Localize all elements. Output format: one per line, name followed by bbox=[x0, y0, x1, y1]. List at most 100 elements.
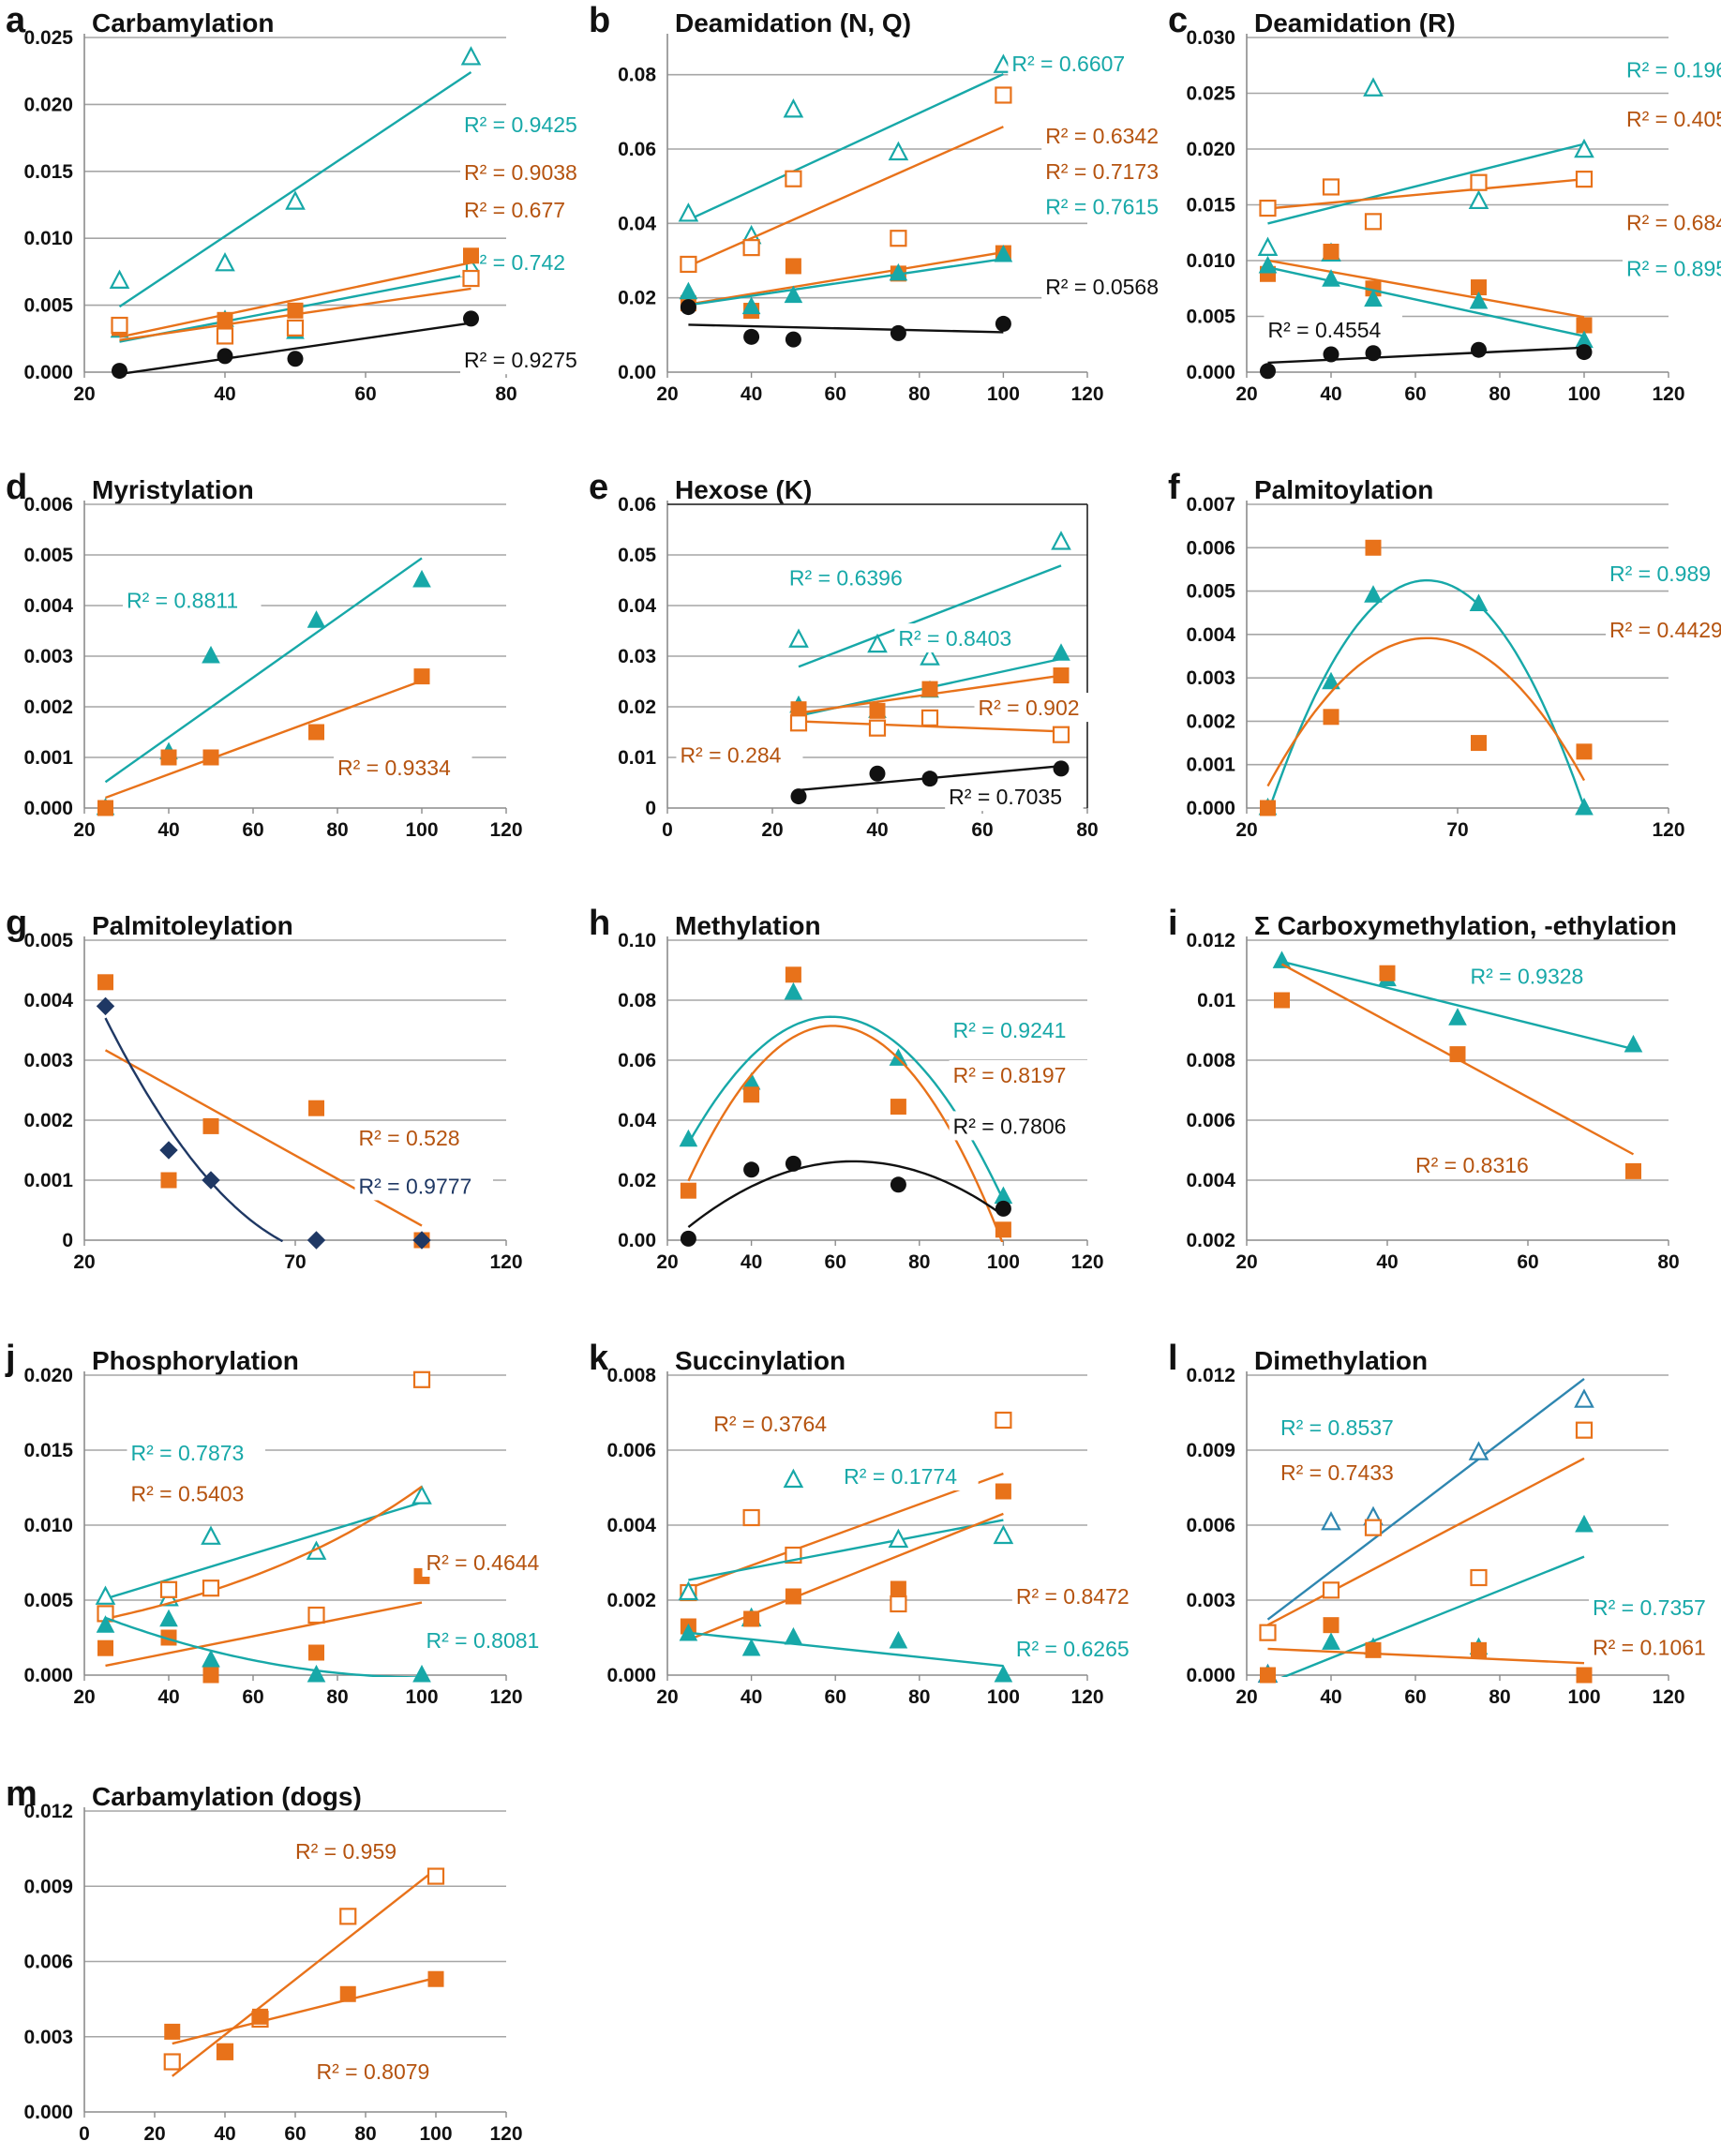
y-tick-label: 0.010 bbox=[23, 228, 73, 249]
x-tick-label: 80 bbox=[908, 1251, 930, 1273]
data-point bbox=[97, 1639, 113, 1656]
r2-label-bg bbox=[1589, 1632, 1721, 1662]
data-point bbox=[743, 1610, 760, 1627]
r2-label-bg bbox=[1041, 271, 1180, 301]
data-point bbox=[679, 281, 698, 300]
x-tick-label: 120 bbox=[489, 819, 522, 841]
x-tick-label: 40 bbox=[741, 383, 762, 405]
r2-label-bg bbox=[785, 562, 924, 592]
panel-letter-a: a bbox=[6, 1, 26, 40]
x-tick-label: 40 bbox=[157, 819, 179, 841]
trendline bbox=[687, 1015, 1005, 1202]
r2-label-bg bbox=[1606, 559, 1721, 589]
y-tick-label: 0.02 bbox=[618, 288, 656, 309]
data-point bbox=[1448, 1008, 1467, 1026]
trendline bbox=[104, 557, 423, 784]
y-tick-label: 0.006 bbox=[1186, 1110, 1235, 1131]
x-tick-label: 40 bbox=[157, 1686, 179, 1708]
trendline bbox=[172, 1868, 437, 2077]
x-tick-label: 40 bbox=[741, 1251, 762, 1273]
data-point bbox=[785, 258, 801, 275]
r2-label: R² = 0.8537 bbox=[1280, 1415, 1394, 1440]
trendline bbox=[1266, 1378, 1585, 1621]
r2-label: R² = 0.7806 bbox=[953, 1114, 1067, 1138]
r2-label: R² = 0.8811 bbox=[127, 589, 238, 613]
y-tick-label: 0.012 bbox=[1186, 1365, 1235, 1386]
data-point bbox=[159, 1609, 178, 1627]
series-k-3: R² = 0.6265 bbox=[679, 1623, 1151, 1683]
y-tick-label: 0.015 bbox=[1186, 195, 1235, 217]
r2-label-bg bbox=[1623, 54, 1721, 84]
series-a-1: R² = 0.742 bbox=[110, 247, 587, 343]
panel-title-a: Carbamylation bbox=[92, 8, 275, 37]
series-j-2: R² = 0.4644 bbox=[97, 1548, 561, 1684]
y-tick-label: 0.000 bbox=[23, 362, 73, 383]
y-tick-label: 0.004 bbox=[1186, 624, 1235, 646]
panel-title-l: Dimethylation bbox=[1254, 1346, 1428, 1375]
panel-title-g: Palmitoleylation bbox=[92, 911, 293, 940]
y-tick-label: 0.006 bbox=[1186, 1515, 1235, 1536]
x-tick-label: 120 bbox=[1070, 383, 1103, 405]
data-point bbox=[1322, 1632, 1340, 1650]
data-point bbox=[1625, 1162, 1641, 1179]
series-i-1: R² = 0.8316 bbox=[1274, 963, 1641, 1179]
data-point bbox=[993, 1524, 1014, 1545]
panel-letter-f: f bbox=[1168, 468, 1180, 507]
data-point bbox=[308, 1644, 324, 1661]
r2-label: R² = 0.9328 bbox=[1471, 964, 1584, 988]
y-tick-label: 0.005 bbox=[23, 1590, 73, 1611]
r2-label-bg bbox=[949, 1111, 1088, 1141]
data-point bbox=[1469, 593, 1489, 611]
data-point bbox=[679, 1623, 698, 1641]
panel-d: d Myristylation 0.000 0.001 0.002 0.003 0.004 0… bbox=[6, 468, 523, 841]
x-tick-label: 100 bbox=[405, 819, 438, 841]
data-point bbox=[741, 296, 761, 315]
x-tick-label: 80 bbox=[1489, 383, 1510, 405]
series-h-2: R² = 0.7806 bbox=[680, 1111, 1088, 1247]
r2-label-bg bbox=[1623, 253, 1721, 283]
r2-label: R² = 0.959 bbox=[295, 1839, 397, 1864]
data-point bbox=[790, 788, 807, 805]
y-tick-label: 0.015 bbox=[23, 161, 73, 183]
y-tick-label: 0.004 bbox=[1186, 1170, 1235, 1191]
data-point bbox=[109, 269, 130, 289]
data-point bbox=[1321, 1510, 1341, 1531]
data-point bbox=[1575, 1421, 1594, 1439]
x-tick-label: 60 bbox=[1404, 1686, 1426, 1708]
data-point bbox=[1470, 1568, 1488, 1587]
r2-label: R² = 0.3764 bbox=[713, 1412, 827, 1436]
data-point bbox=[1053, 760, 1070, 777]
x-tick-label: 40 bbox=[866, 819, 888, 841]
data-point bbox=[427, 1867, 445, 1885]
data-point bbox=[1471, 1641, 1487, 1658]
data-point bbox=[920, 709, 939, 726]
data-point bbox=[159, 1141, 178, 1160]
r2-label-bg bbox=[422, 1625, 561, 1655]
panel-title-d: Myristylation bbox=[92, 475, 254, 504]
data-point bbox=[680, 299, 696, 316]
data-point bbox=[1363, 77, 1384, 97]
data-point bbox=[202, 1171, 220, 1190]
data-point bbox=[1575, 171, 1594, 188]
data-point bbox=[1323, 709, 1339, 726]
y-tick-label: 0.005 bbox=[23, 295, 73, 317]
y-tick-label: 0.001 bbox=[23, 747, 73, 769]
panel-letter-c: c bbox=[1168, 1, 1188, 40]
data-point bbox=[1272, 951, 1292, 968]
data-point bbox=[1259, 1624, 1277, 1641]
y-tick-label: 0.009 bbox=[1186, 1440, 1235, 1461]
data-point bbox=[1364, 585, 1383, 603]
data-point bbox=[1471, 735, 1487, 752]
trendline bbox=[1267, 142, 1585, 225]
r2-label: R² = 0.5403 bbox=[131, 1481, 245, 1505]
data-point bbox=[890, 1099, 906, 1115]
data-point bbox=[1260, 800, 1276, 816]
data-point bbox=[159, 1580, 178, 1598]
data-point bbox=[785, 170, 802, 187]
x-tick-label: 120 bbox=[1652, 1686, 1684, 1708]
r2-label-bg bbox=[1008, 48, 1146, 78]
data-point bbox=[285, 190, 306, 210]
x-tick-label: 70 bbox=[1446, 819, 1468, 841]
data-point bbox=[742, 239, 760, 257]
